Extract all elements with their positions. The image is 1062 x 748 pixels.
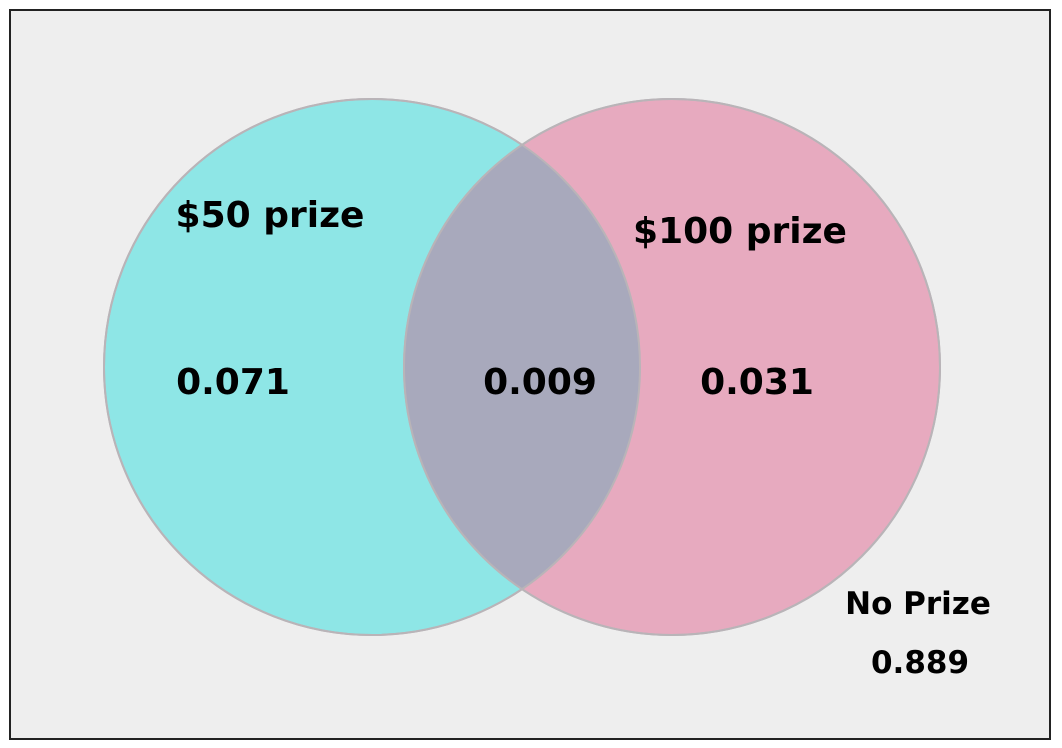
no-prize-value: 0.889	[871, 645, 969, 681]
fifty-prize-outline	[103, 98, 641, 636]
hundred-prize-label: $100 prize	[633, 211, 847, 252]
no-prize-label: No Prize	[845, 586, 991, 622]
fifty-prize-only-value: 0.071	[176, 362, 290, 403]
hundred-prize-outline	[403, 98, 941, 636]
overlap-region	[404, 99, 640, 635]
fifty-prize-label: $50 prize	[176, 195, 365, 236]
intersection-value: 0.009	[483, 362, 597, 403]
hundred-prize-only-value: 0.031	[700, 362, 814, 403]
